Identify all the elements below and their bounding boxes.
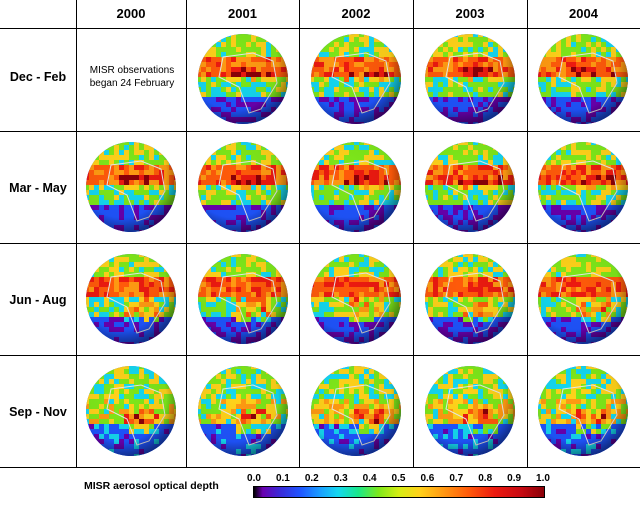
grid-line (186, 0, 187, 468)
aerosol-globe-image (84, 140, 178, 234)
colorbar-tick-label: 0.7 (449, 473, 464, 484)
aerosol-globe-image (536, 140, 630, 234)
grid-line (0, 28, 640, 29)
year-header-2001: 2001 (228, 6, 257, 21)
aerosol-globe-image (84, 364, 178, 458)
colorbar-tick-label: 0.9 (507, 473, 522, 484)
note-line: began 24 February (89, 78, 175, 89)
season-header-mar-may: Mar - May (9, 181, 67, 195)
grid-line (0, 131, 640, 132)
colorbar-tick-label: 0.2 (304, 473, 319, 484)
year-header-2004: 2004 (569, 6, 598, 21)
grid-line (76, 0, 77, 468)
aerosol-globe-image (84, 252, 178, 346)
grid-line (0, 355, 640, 356)
grid-line (0, 243, 640, 244)
legend-title: MISR aerosol optical depth (84, 480, 219, 492)
colorbar-tick-label: 0.4 (362, 473, 377, 484)
aerosol-globe-image (423, 32, 517, 126)
note-line: MISR observations (89, 65, 175, 76)
aerosol-globe-image (536, 252, 630, 346)
colorbar-tick-label: 1.0 (536, 473, 550, 484)
season-header-jun-aug: Jun - Aug (9, 293, 67, 307)
colorbar (253, 486, 545, 498)
year-header-2002: 2002 (341, 6, 371, 21)
aerosol-globe-image (423, 140, 517, 234)
aerosol-globe-image (423, 364, 517, 458)
aerosol-globe-image (196, 252, 290, 346)
aerosol-globe-image (309, 364, 403, 458)
aerosol-globe-image (309, 252, 403, 346)
observation-start-note: MISR observations began 24 February (78, 64, 186, 90)
year-header-2003: 2003 (455, 6, 485, 21)
season-header-sep-nov: Sep - Nov (9, 405, 67, 419)
aerosol-globe-image (536, 364, 630, 458)
grid-line (413, 0, 414, 468)
season-header-dec-feb: Dec - Feb (9, 70, 67, 84)
colorbar-tick-label: 0.0 (247, 473, 261, 484)
aerosol-globe-image (423, 252, 517, 346)
aerosol-globe-image (309, 32, 403, 126)
grid-line (0, 467, 640, 468)
aerosol-globe-image (536, 32, 630, 126)
aerosol-globe-image (196, 32, 290, 126)
colorbar-tick-label: 0.6 (420, 473, 435, 484)
year-header-2000: 2000 (116, 6, 146, 21)
aerosol-globe-image (309, 140, 403, 234)
grid-line (299, 0, 300, 468)
colorbar-tick-label: 0.8 (478, 473, 493, 484)
aerosol-globe-image (196, 140, 290, 234)
colorbar-tick-label: 0.1 (275, 473, 290, 484)
colorbar-tick-label: 0.5 (391, 473, 406, 484)
grid-line (527, 0, 528, 468)
colorbar-tick-label: 0.3 (333, 473, 348, 484)
aerosol-globe-image (196, 364, 290, 458)
misr-seasonal-grid: 2000 2001 2002 2003 2004 Dec - Feb Mar -… (0, 0, 640, 468)
